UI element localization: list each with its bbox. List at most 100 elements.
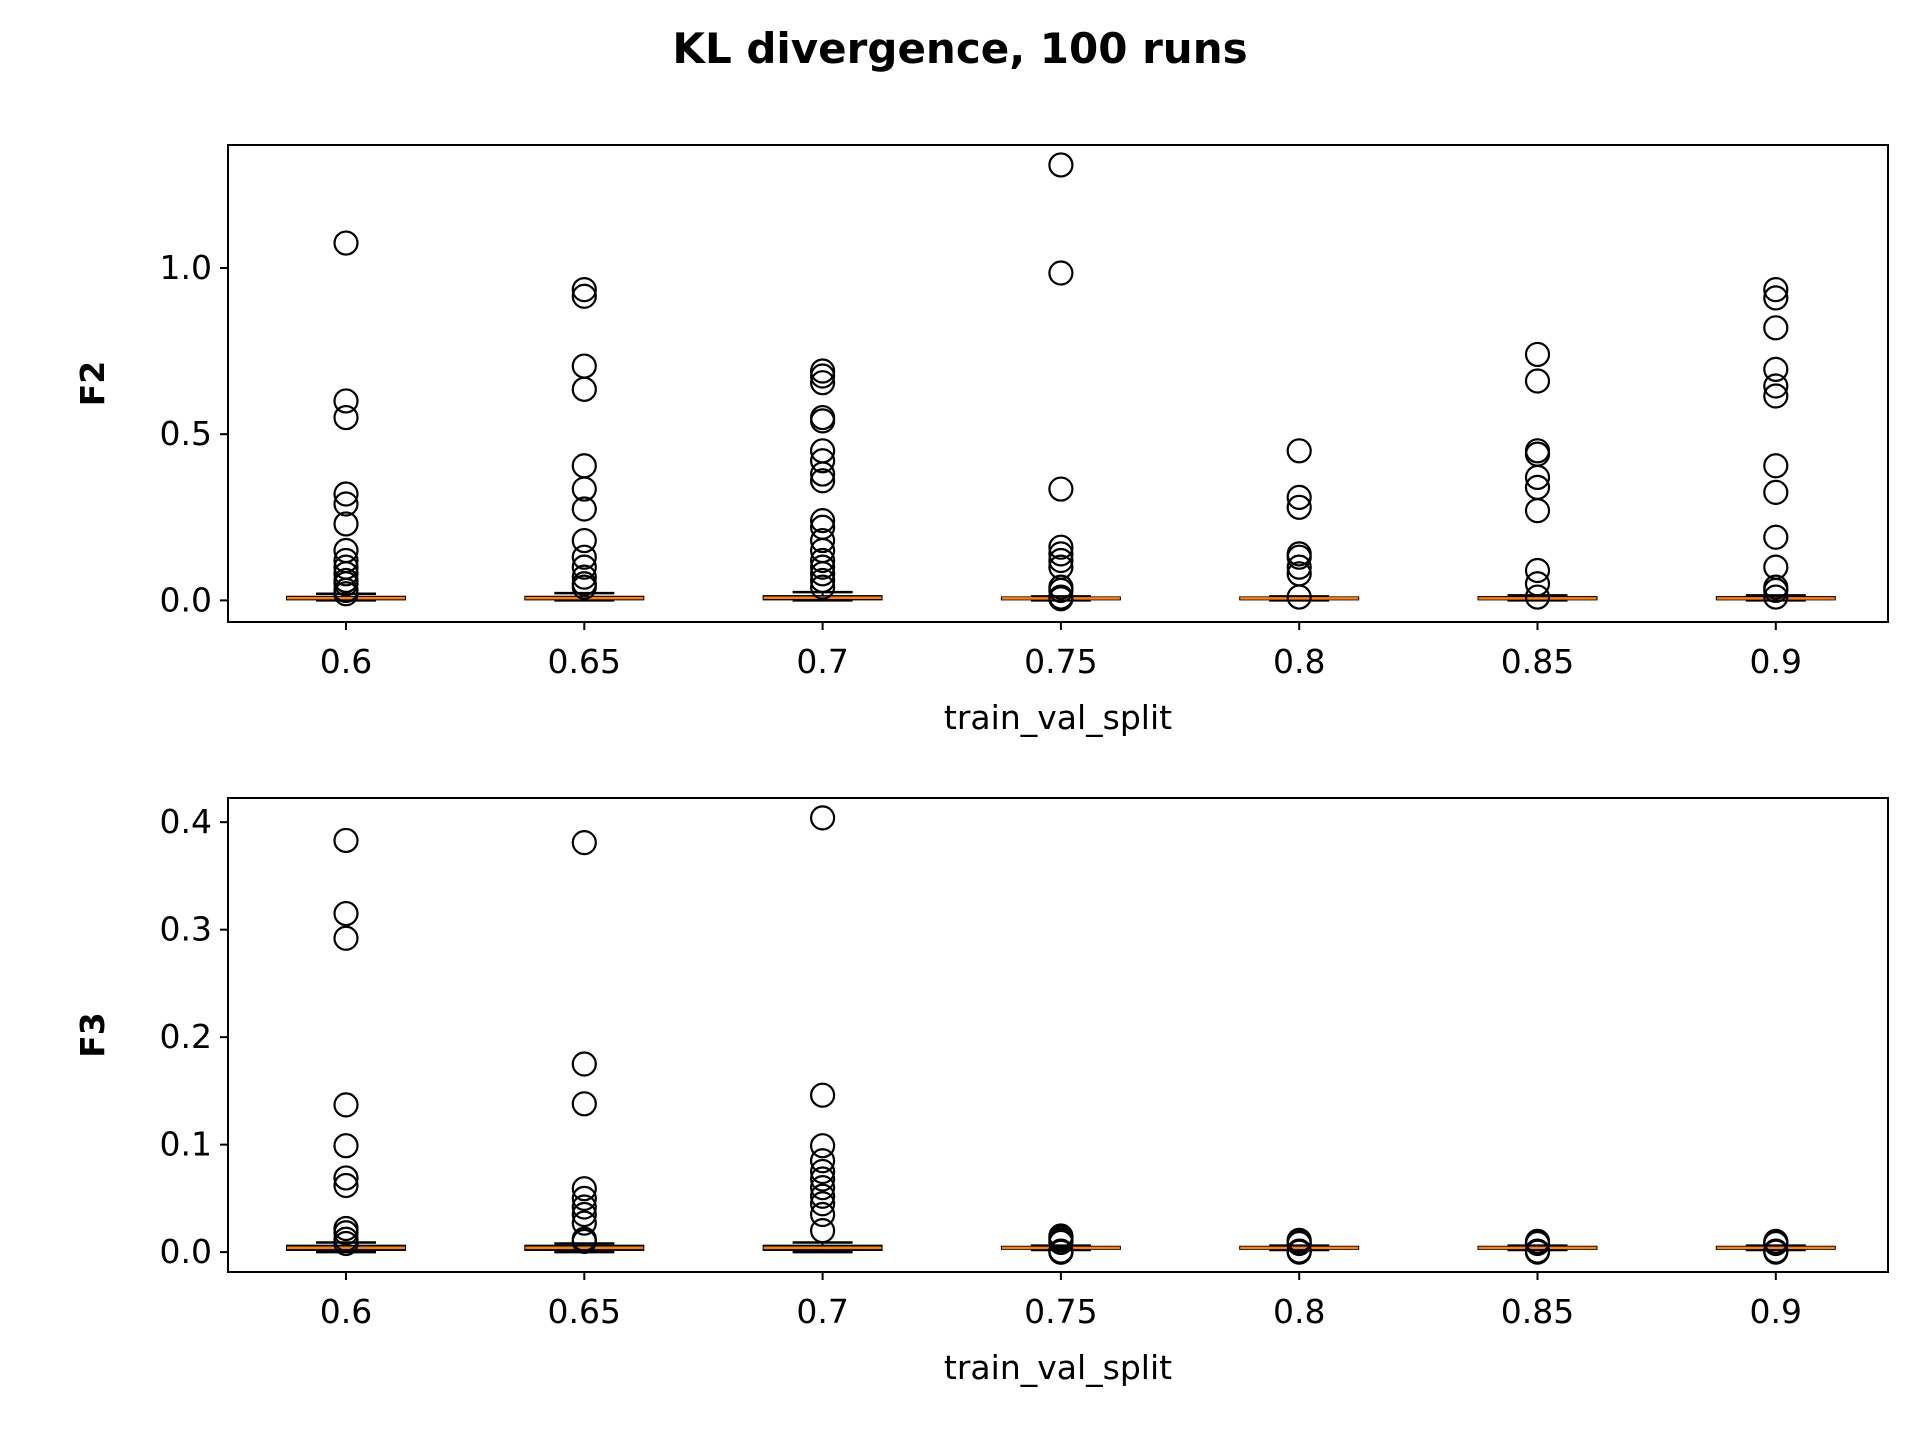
flier-point: [1048, 260, 1074, 286]
flier-point: [1048, 1229, 1074, 1256]
flier-point: [1048, 476, 1074, 502]
flier-point: [1286, 544, 1312, 570]
x-axis-label: train_val_split: [944, 1348, 1172, 1387]
flier-point: [571, 564, 597, 590]
flier-point: [333, 404, 359, 431]
flier-point: [571, 1228, 597, 1254]
flier-point: [1763, 1239, 1789, 1265]
y-tick-label: 0.4: [160, 802, 212, 841]
flier-point: [1763, 453, 1789, 479]
flier-point: [333, 827, 359, 854]
flier-point: [571, 544, 597, 570]
y-tick-label: 0.5: [160, 414, 212, 453]
flier-point: [1524, 584, 1551, 610]
flier-point: [809, 1133, 836, 1159]
flier-point: [1048, 1239, 1074, 1265]
flier-point: [1286, 1239, 1312, 1265]
flier-point: [809, 468, 836, 494]
flier-point: [809, 805, 836, 831]
box-0.7: [762, 358, 883, 602]
flier-point: [333, 581, 359, 607]
flier-point: [1286, 554, 1312, 580]
y-tick-label: 0.0: [160, 580, 212, 619]
flier-point: [1048, 577, 1074, 604]
flier-point: [809, 1148, 836, 1174]
flier-point: [333, 1133, 359, 1159]
x-axis-label: train_val_split: [944, 698, 1172, 737]
flier-point: [809, 574, 836, 600]
flier-point: [1286, 584, 1312, 610]
flier-point: [1763, 479, 1789, 505]
flier-point: [571, 496, 597, 522]
flier-point: [809, 1175, 836, 1201]
flier-point: [1763, 524, 1789, 550]
subplots: 0.0 0.5 1.0 0.6 0.65 0.7 0.75 0.8 0.85 0.9 train_v…: [73, 144, 1889, 1387]
flier-point: [1524, 1239, 1551, 1265]
flier-point: [571, 476, 597, 502]
flier-point: [1048, 152, 1074, 178]
flier-point: [1763, 577, 1789, 604]
flier-point: [333, 561, 359, 587]
flier-point: [571, 554, 597, 580]
flier-point: [1524, 557, 1551, 584]
flier-point: [1048, 547, 1074, 574]
flier-point: [1286, 438, 1312, 464]
box-0.7: [762, 805, 883, 1254]
box-0.6: [286, 230, 406, 607]
flier-point: [571, 1201, 597, 1228]
flier-point: [1763, 285, 1789, 311]
flier-point: [333, 388, 359, 414]
x-tick-label: 0.8: [1273, 1292, 1325, 1331]
flier-point: [1763, 1230, 1789, 1257]
flier-point: [1763, 584, 1789, 610]
box-0.8: [1239, 438, 1360, 610]
flier-point: [809, 527, 836, 554]
subplot-f2: 0.0 0.5 1.0 0.6 0.65 0.7 0.75 0.8 0.85 0.9 train_v…: [73, 144, 1889, 737]
flier-point: [1524, 1230, 1551, 1257]
flier-point: [333, 230, 359, 256]
axes-frame: [227, 797, 1889, 1273]
flier-point: [1286, 484, 1312, 510]
box-0.65: [524, 276, 645, 602]
flier-point: [1048, 541, 1074, 567]
flier-point: [1763, 383, 1789, 409]
flier-point: [1524, 341, 1551, 368]
flier-point: [809, 1082, 836, 1108]
flier-point: [1048, 586, 1074, 612]
box-0.75: [1000, 1223, 1121, 1265]
x-tick-label: 0.7: [796, 642, 848, 681]
box-0.6: [286, 827, 406, 1257]
flier-point: [1763, 373, 1789, 399]
y-axis-label: F3: [73, 1012, 112, 1058]
figure-title: KL divergence, 100 runs: [672, 24, 1247, 73]
flier-point: [1524, 498, 1551, 524]
subplot-f3: 0.0 0.1 0.2 0.3 0.4 0.6 0.65 0.7 0.75 0.8 0.85 0.9 t…: [73, 797, 1889, 1387]
box-0.75: [1000, 152, 1121, 612]
flier-point: [809, 363, 836, 389]
flier-point: [1524, 464, 1551, 491]
y-axis-label: F2: [73, 361, 112, 407]
x-tick-label: 0.8: [1273, 642, 1325, 681]
flier-point: [571, 574, 597, 600]
flier-point: [333, 1220, 359, 1246]
y-tick-label: 0.1: [160, 1125, 212, 1164]
box-0.85: [1477, 1228, 1598, 1265]
flier-point: [1524, 368, 1551, 394]
box-0.9: [1715, 276, 1836, 610]
flier-point: [809, 448, 836, 474]
flier-point: [809, 561, 836, 587]
flier-point: [809, 554, 836, 580]
flier-point: [333, 1092, 359, 1118]
flier-point: [333, 900, 359, 927]
flier-point: [809, 1218, 836, 1244]
x-tick-label: 0.9: [1750, 1292, 1802, 1331]
flier-point: [1763, 276, 1789, 303]
flier-point: [809, 1166, 836, 1192]
x-tick-label: 0.6: [320, 1292, 372, 1331]
flier-point: [809, 1158, 836, 1185]
x-tick-label: 0.85: [1501, 642, 1574, 681]
flier-point: [1763, 356, 1789, 382]
flier-point: [333, 1165, 359, 1191]
